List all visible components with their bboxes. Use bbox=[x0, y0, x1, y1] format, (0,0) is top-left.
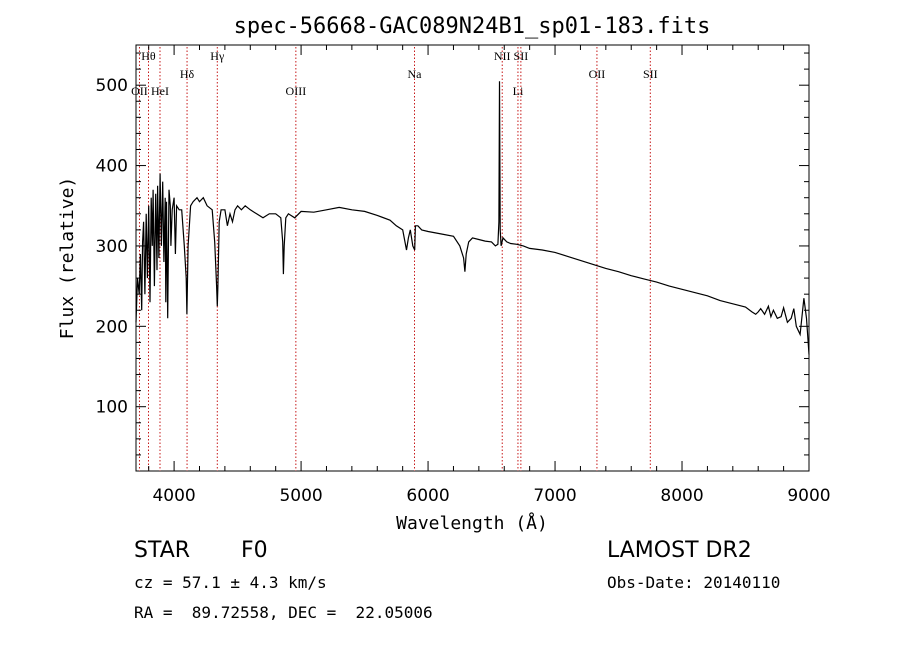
line-marker-label: Hγ bbox=[210, 49, 225, 63]
obs-date-text: Obs-Date: 20140110 bbox=[607, 573, 781, 592]
x-tick-label: 6000 bbox=[406, 486, 449, 506]
survey-label: LAMOST DR2 bbox=[607, 538, 752, 563]
y-tick-label: 100 bbox=[96, 398, 128, 418]
coordinates-text: RA = 89.72558, DEC = 22.05006 bbox=[134, 603, 433, 622]
line-marker-label: SII bbox=[643, 67, 658, 81]
y-tick-label: 400 bbox=[96, 157, 128, 177]
x-tick-label: 7000 bbox=[533, 486, 576, 506]
line-marker-label: Hθ bbox=[141, 49, 156, 63]
x-tick-label: 8000 bbox=[660, 486, 703, 506]
object-subclass: F0 bbox=[241, 538, 268, 563]
axis-ticks: 4000 5000 6000 7000 8000 9000 100 200 300 400 500 bbox=[96, 45, 831, 506]
y-axis-label: Flux (relative) bbox=[57, 177, 78, 340]
line-marker-label: SII bbox=[514, 49, 529, 63]
line-marker-label: HeI bbox=[151, 84, 169, 98]
line-marker-label: Li bbox=[513, 84, 524, 98]
x-tick-label: 4000 bbox=[152, 486, 195, 506]
line-marker-label: OIII bbox=[286, 84, 307, 98]
object-class: STAR bbox=[134, 538, 191, 563]
y-tick-label: 300 bbox=[96, 237, 128, 257]
line-marker-label: OII bbox=[131, 84, 148, 98]
redshift-text: cz = 57.1 ± 4.3 km/s bbox=[134, 573, 327, 592]
line-marker-label: Hδ bbox=[180, 67, 195, 81]
x-axis-label: Wavelength (Å) bbox=[396, 512, 548, 534]
spectrum-line bbox=[135, 81, 810, 355]
plot-frame bbox=[135, 44, 810, 472]
x-tick-label: 9000 bbox=[787, 486, 830, 506]
line-marker-label: Na bbox=[407, 67, 422, 81]
y-tick-label: 200 bbox=[96, 317, 128, 337]
line-marker-label: OII bbox=[589, 67, 606, 81]
x-tick-label: 5000 bbox=[279, 486, 322, 506]
chart-title: spec-56668-GAC089N24B1_sp01-183.fits bbox=[234, 14, 711, 39]
line-marker-label: NII bbox=[494, 49, 511, 63]
y-tick-label: 500 bbox=[96, 76, 128, 96]
